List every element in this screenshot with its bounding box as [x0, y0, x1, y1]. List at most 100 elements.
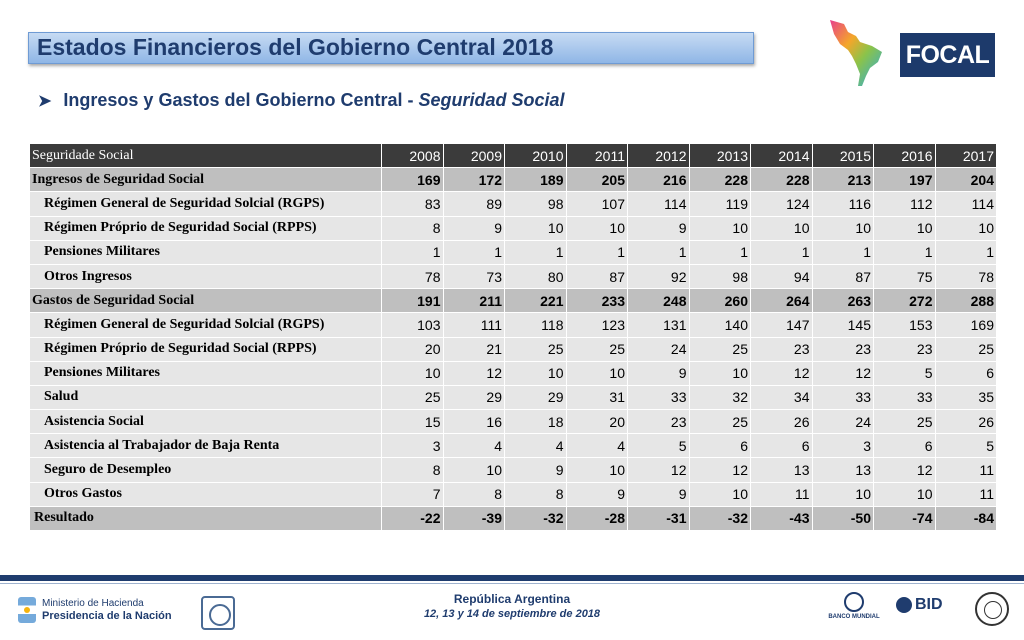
value-cell: 114	[934, 191, 997, 217]
footer-dates: 12, 13 y 14 de septiembre de 2018	[423, 608, 601, 620]
title-bar: Estados Financieros del Gobierno Central…	[28, 32, 754, 64]
value-cell: 23	[627, 409, 690, 435]
value-cell: 211	[442, 288, 505, 314]
value-cell: 31	[565, 384, 628, 411]
row-label-cell: Pensiones Militares	[29, 239, 382, 265]
value-cell: 10	[811, 215, 874, 241]
value-cell: 5	[873, 360, 936, 386]
value-cell: -32	[688, 505, 751, 532]
value-cell: 189	[504, 167, 567, 193]
year-header-cell: 2014	[750, 142, 813, 169]
value-cell: 131	[627, 312, 690, 338]
value-cell: 9	[627, 360, 690, 386]
value-cell: 169	[381, 167, 444, 193]
row-label-cell: Régimen General de Seguridad Solcial (RG…	[29, 312, 382, 338]
value-cell: -39	[442, 505, 505, 532]
value-cell: 35	[934, 384, 997, 411]
value-cell: 78	[381, 263, 444, 290]
header-label-cell: Seguridade Social	[29, 142, 382, 169]
year-header-cell: 2017	[934, 142, 997, 169]
value-cell: 3	[381, 433, 444, 459]
latin-america-map-logo	[830, 20, 882, 86]
table-header-row: Seguridade Social 2008 2009 2010 2011 2012 201…	[29, 142, 997, 169]
value-cell: 191	[381, 288, 444, 314]
value-cell: 87	[565, 263, 628, 290]
value-cell: 23	[811, 336, 874, 362]
banco-mundial-label: BANCO MUNDIAL	[828, 614, 880, 620]
year-header-cell: 2016	[873, 142, 936, 169]
value-cell: 1	[381, 239, 444, 265]
value-cell: 7	[381, 481, 444, 507]
bid-icon	[896, 597, 912, 613]
value-cell: 10	[688, 360, 751, 386]
value-cell: -28	[565, 505, 628, 532]
value-cell: 145	[811, 312, 874, 338]
value-cell: 4	[442, 433, 505, 459]
value-cell: 147	[750, 312, 813, 338]
value-cell: 107	[565, 191, 628, 217]
value-cell: 4	[565, 433, 628, 459]
value-cell: 20	[565, 409, 628, 435]
value-cell: 33	[811, 384, 874, 411]
value-cell: -22	[381, 505, 444, 532]
value-cell: 89	[442, 191, 505, 217]
row-label-cell: Ingresos de Seguridad Social	[29, 167, 382, 193]
value-cell: 23	[873, 336, 936, 362]
arrow-bullet-icon: ➤	[38, 93, 52, 110]
value-cell: 197	[873, 167, 936, 193]
value-cell: 9	[442, 215, 505, 241]
value-cell: 112	[873, 191, 936, 217]
value-cell: 153	[873, 312, 936, 338]
value-cell: 6	[934, 360, 997, 386]
value-cell: 10	[873, 215, 936, 241]
table-row: Régimen Próprio de Seguridad Social (RPP…	[29, 336, 997, 362]
table-row: Régimen General de Seguridad Solcial (RG…	[29, 312, 997, 338]
value-cell: 13	[811, 457, 874, 483]
value-cell: -31	[627, 505, 690, 532]
row-label-cell: Pensiones Militares	[29, 360, 382, 386]
value-cell: 29	[442, 384, 505, 411]
value-cell: 263	[811, 288, 874, 314]
table-row: Pensiones Militares 1 1 1 1 1 1 1 1 1 1	[29, 239, 997, 265]
banco-mundial-logo: BANCO MUNDIAL	[826, 592, 882, 620]
table-row: Otros Ingresos 78 73 80 87 92 98 94 87 75 78	[29, 263, 997, 290]
value-cell: 13	[750, 457, 813, 483]
value-cell: 94	[750, 263, 813, 290]
table-total-row: Gastos de Seguridad Social 191 211 221 233 24…	[29, 288, 997, 314]
row-label-cell: Otros Gastos	[29, 481, 382, 507]
table-result-row: Resultado -22 -39 -32 -28 -31 -32 -43 -50 -74 -84	[29, 505, 997, 532]
row-label-cell: Resultado	[29, 505, 382, 532]
year-header-cell: 2008	[381, 142, 444, 169]
table-row: Régimen General de Seguridad Solcial (RG…	[29, 191, 997, 217]
value-cell: 34	[750, 384, 813, 411]
value-cell: 8	[381, 215, 444, 241]
row-label-cell: Régimen Próprio de Seguridad Social (RPP…	[29, 336, 382, 362]
value-cell: 124	[750, 191, 813, 217]
value-cell: 23	[750, 336, 813, 362]
value-cell: 10	[442, 457, 505, 483]
year-header-cell: 2013	[688, 142, 751, 169]
value-cell: 12	[811, 360, 874, 386]
value-cell: 3	[811, 433, 874, 459]
value-cell: 11	[934, 481, 997, 507]
year-header-cell: 2009	[442, 142, 505, 169]
value-cell: 9	[565, 481, 628, 507]
year-header-cell: 2015	[811, 142, 874, 169]
value-cell: 24	[811, 409, 874, 435]
page-title: Estados Financieros del Gobierno Central…	[37, 34, 554, 60]
value-cell: 10	[504, 360, 567, 386]
value-cell: 264	[750, 288, 813, 314]
value-cell: -74	[873, 505, 936, 532]
table-row: Otros Gastos 7 8 8 9 9 10 11 10 10 11	[29, 481, 997, 507]
table-row: Salud 25 29 29 31 33 32 34 33 33 35	[29, 384, 997, 411]
footer-divider-thin	[0, 583, 1024, 584]
value-cell: 5	[627, 433, 690, 459]
value-cell: 29	[504, 384, 567, 411]
value-cell: 12	[873, 457, 936, 483]
value-cell: 213	[811, 167, 874, 193]
value-cell: 1	[627, 239, 690, 265]
value-cell: 118	[504, 312, 567, 338]
value-cell: 288	[934, 288, 997, 314]
row-label-cell: Régimen General de Seguridad Solcial (RG…	[29, 191, 382, 217]
value-cell: 10	[381, 360, 444, 386]
